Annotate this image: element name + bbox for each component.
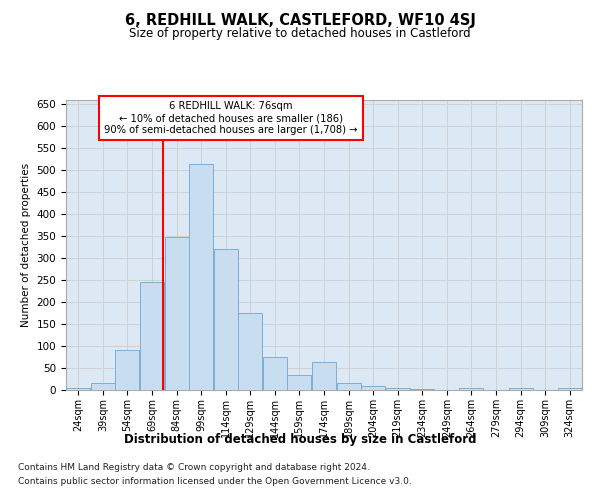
Bar (509, 388, 533, 390)
Bar (460, 388, 484, 390)
Bar (140, 282, 164, 390)
Text: 6 REDHILL WALK: 76sqm
← 10% of detached houses are smaller (186)
90% of semi-det: 6 REDHILL WALK: 76sqm ← 10% of detached … (104, 102, 358, 134)
Bar (238, 313, 262, 390)
Bar (557, 388, 582, 390)
Bar (189, 164, 213, 390)
Bar (66, 388, 91, 390)
Text: 6, REDHILL WALK, CASTLEFORD, WF10 4SJ: 6, REDHILL WALK, CASTLEFORD, WF10 4SJ (125, 12, 475, 28)
Bar (361, 386, 385, 390)
Bar (410, 388, 434, 390)
Bar (164, 237, 188, 390)
Bar (386, 388, 410, 390)
Text: Distribution of detached houses by size in Castleford: Distribution of detached houses by size … (124, 432, 476, 446)
Text: Size of property relative to detached houses in Castleford: Size of property relative to detached ho… (129, 28, 471, 40)
Bar (337, 384, 361, 390)
Bar (263, 357, 287, 390)
Bar (312, 362, 336, 390)
Bar (287, 374, 311, 390)
Bar (214, 250, 238, 390)
Bar (91, 384, 115, 390)
Bar (115, 350, 139, 390)
Text: Contains public sector information licensed under the Open Government Licence v3: Contains public sector information licen… (18, 477, 412, 486)
Text: Contains HM Land Registry data © Crown copyright and database right 2024.: Contains HM Land Registry data © Crown c… (18, 464, 370, 472)
Y-axis label: Number of detached properties: Number of detached properties (21, 163, 31, 327)
